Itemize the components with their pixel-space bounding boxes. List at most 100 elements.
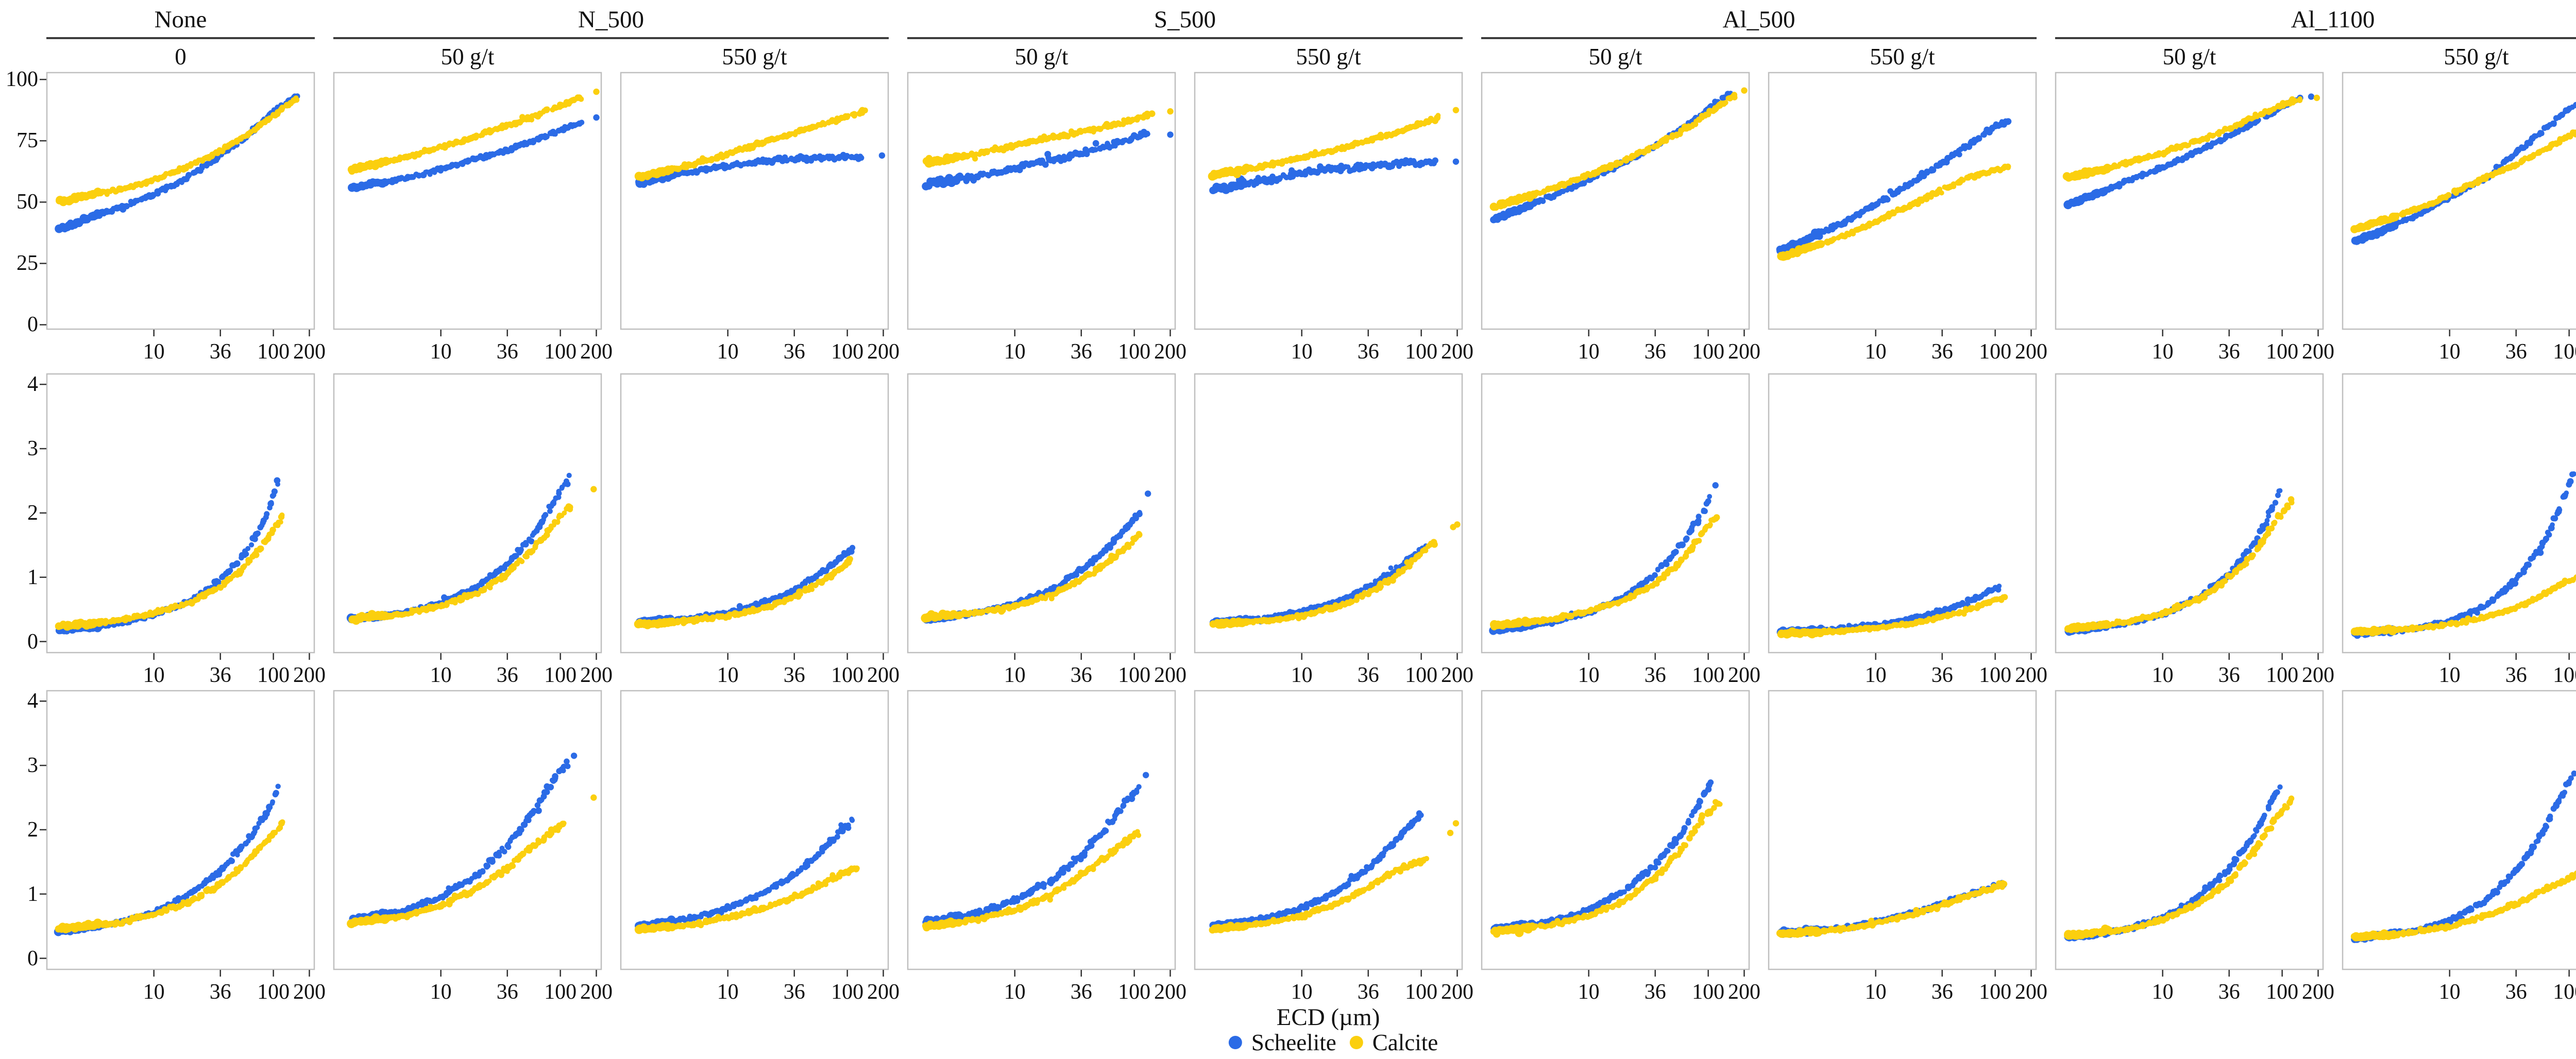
x-axis-title: ECD (µm) [1276,1004,1380,1031]
panel-km-5 [1481,373,1750,660]
x-tick-label: 36 [209,980,231,1004]
panel-recovery-2 [620,72,889,336]
facet-group-underline [1481,37,2037,39]
y-tick-label: 0 [27,629,38,654]
x-tick-label: 36 [1644,663,1666,687]
panel-recovery-7 [2055,72,2324,336]
x-tick-label: 36 [1357,663,1379,687]
y-tick-label: 4 [27,372,38,397]
calcite-points [348,486,597,625]
x-tick-label: 10 [2151,663,2174,687]
x-tick-label: 36 [2218,340,2240,364]
calcite-points [634,107,868,182]
y-tick-label: 1 [27,565,38,589]
facet-group-label: Al_1100 [2291,6,2375,33]
x-tick-label: 10 [1578,663,1600,687]
x-tick-label: 10 [1291,663,1313,687]
x-tick-label: 200 [580,340,613,364]
x-tick-label: 100 [1979,340,2012,364]
calcite-points [1777,163,2011,261]
x-tick-label: 10 [2438,340,2461,364]
legend: Scheelite Calcite [1228,1029,1438,1056]
x-tick-label: 100 [1692,663,1725,687]
calcite-points [1208,107,1460,181]
legend-label-calcite: Calcite [1372,1030,1438,1055]
facet-col-label: 550 g/t [1296,44,1361,70]
calcite-points [2064,795,2295,940]
x-tick-label: 10 [1004,340,1026,364]
legend-item-scheelite: Scheelite [1228,1029,1336,1056]
x-tick-label: 36 [1644,980,1666,1004]
panel-k-0 [40,690,315,977]
x-tick-label: 200 [1727,663,1760,687]
x-tick-label: 10 [1578,980,1600,1004]
y-tick-label: 50 [16,190,38,214]
x-tick-label: 36 [1931,980,1953,1004]
calcite-points [922,108,1174,168]
x-tick-label: 200 [1727,980,1760,1004]
x-tick-label: 36 [496,663,518,687]
x-tick-label: 100 [831,663,864,687]
x-tick-label: 100 [257,663,290,687]
x-tick-label: 10 [717,663,739,687]
calcite-points [347,794,597,929]
x-tick-label: 36 [209,663,231,687]
calcite-points [1490,799,1723,938]
x-tick-label: 200 [293,340,326,364]
x-tick-label: 36 [2218,663,2240,687]
panel-recovery-6 [1768,72,2037,336]
x-tick-label: 200 [2574,340,2576,364]
x-tick-label: 100 [2266,980,2299,1004]
x-tick-label: 100 [1692,980,1725,1004]
x-tick-label: 200 [2014,663,2047,687]
calcite-points [55,819,285,933]
x-tick-label: 200 [1440,663,1473,687]
y-tick-label: 0 [27,946,38,970]
y-tick-label: 3 [27,754,38,778]
x-tick-label: 10 [1865,340,1887,364]
calcite-points [55,512,285,631]
y-tick-label: 4 [27,689,38,713]
calcite-dot-icon [1349,1036,1363,1049]
x-tick-label: 100 [1118,340,1151,364]
x-tick-label: 36 [209,340,231,364]
calcite-points [1777,594,2008,639]
x-tick-label: 200 [867,980,900,1004]
x-tick-label: 10 [430,663,452,687]
x-tick-label: 100 [2266,663,2299,687]
panel-recovery-5 [1481,72,1750,336]
scheelite-points [348,114,600,192]
x-tick-label: 10 [2438,980,2461,1004]
y-tick-label: 100 [6,67,38,92]
calcite-points [2350,870,2576,942]
x-tick-label: 36 [496,340,518,364]
x-tick-label: 10 [430,340,452,364]
x-tick-label: 200 [1154,980,1187,1004]
panel-recovery-1 [333,72,602,336]
x-tick-label: 200 [2014,340,2047,364]
calcite-points [347,88,600,175]
x-tick-label: 36 [783,340,805,364]
facet-group-underline [907,37,1463,39]
x-tick-label: 36 [1357,980,1379,1004]
facet-col-label: 550 g/t [722,44,787,70]
x-tick-label: 200 [2014,980,2047,1004]
panel-k-1 [333,690,602,977]
x-tick-label: 200 [2301,663,2334,687]
x-tick-label: 36 [1070,340,1092,364]
x-tick-label: 100 [544,980,577,1004]
panel-km-8 [2342,373,2576,660]
x-tick-label: 10 [2151,340,2174,364]
x-tick-label: 10 [1865,980,1887,1004]
facet-col-label: 550 g/t [2444,44,2509,70]
x-tick-label: 36 [1644,340,1666,364]
y-tick-label: 75 [16,129,38,153]
x-tick-label: 200 [2301,980,2334,1004]
facet-col-label: 50 g/t [440,44,495,70]
x-tick-label: 100 [1405,340,1438,364]
calcite-points [1209,820,1460,934]
facet-group-label: N_500 [578,6,644,33]
panel-k-3 [907,690,1176,977]
x-tick-label: 100 [257,980,290,1004]
facet-col-label: 0 [175,44,187,70]
